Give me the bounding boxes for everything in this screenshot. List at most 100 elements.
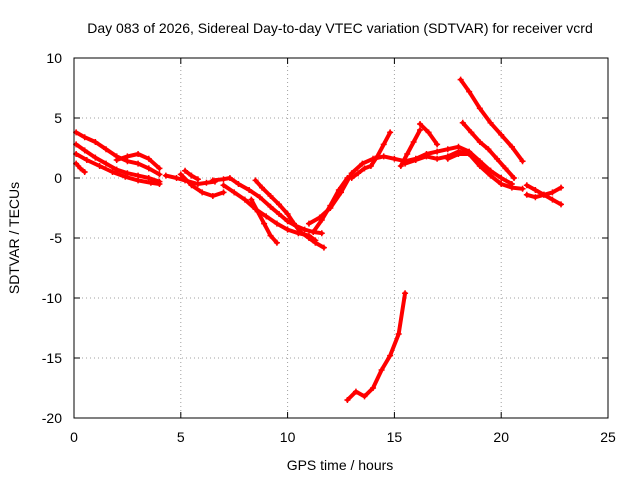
data-point [103, 160, 110, 167]
data-point [468, 129, 475, 136]
data-point [220, 176, 227, 183]
data-point [109, 169, 116, 175]
series-arc-15 [348, 129, 394, 181]
data-point [374, 153, 381, 160]
series-arc-7 [177, 171, 227, 199]
data-point [291, 220, 298, 227]
x-tick-label: 5 [177, 429, 185, 445]
data-point [188, 172, 195, 179]
data-point [387, 129, 394, 136]
series-arc-3 [73, 151, 163, 187]
data-point [284, 218, 291, 225]
data-point [455, 151, 462, 157]
data-point [359, 160, 366, 167]
x-axis: 0 5 10 15 20 25 [70, 58, 616, 445]
data-point [532, 194, 539, 201]
data-point [254, 208, 261, 215]
y-tick-label: -15 [42, 350, 62, 366]
data-point [261, 220, 268, 227]
y-axis: -20 -15 -10 -5 0 5 10 [42, 50, 608, 426]
data-point [305, 220, 312, 227]
data-point [263, 213, 270, 220]
grid [74, 58, 608, 418]
plot-area [73, 76, 565, 403]
data-point [417, 121, 424, 127]
y-tick-label: 10 [46, 50, 62, 66]
data-point [305, 235, 312, 241]
x-tick-label: 0 [70, 429, 78, 445]
data-point [549, 196, 556, 203]
data-point [77, 165, 84, 172]
data-point [387, 352, 394, 359]
y-tick-label: -20 [42, 410, 62, 426]
data-point [276, 201, 283, 208]
data-point [81, 169, 88, 175]
data-point [284, 226, 291, 233]
data-point [395, 331, 402, 337]
data-point [199, 189, 206, 196]
data-point [444, 146, 451, 153]
data-point [361, 393, 368, 400]
series-arc-4 [73, 160, 88, 175]
data-point [241, 196, 248, 203]
data-point [434, 155, 441, 162]
data-point [476, 105, 483, 112]
data-point [549, 189, 556, 196]
data-point [355, 170, 362, 177]
data-point [425, 129, 432, 136]
data-point [397, 163, 404, 169]
chart-title: Day 083 of 2026, Sidereal Day-to-day VTE… [87, 20, 593, 36]
data-point [276, 211, 283, 217]
series-arc-13 [305, 143, 494, 227]
data-point [412, 157, 419, 163]
data-point [124, 153, 131, 160]
data-point [493, 155, 500, 162]
data-point [267, 203, 274, 210]
data-point [476, 139, 483, 145]
data-point [367, 163, 374, 169]
data-point [203, 179, 210, 186]
data-point [81, 134, 88, 141]
data-point [81, 147, 88, 154]
data-point [301, 226, 308, 233]
y-tick-label: -10 [42, 290, 62, 306]
data-point [391, 155, 398, 162]
y-tick-label: -5 [50, 230, 63, 246]
data-point [380, 153, 387, 160]
data-point [434, 141, 441, 148]
data-point [335, 187, 342, 193]
data-point [173, 175, 180, 181]
series-line [306, 144, 493, 226]
data-point [220, 189, 227, 196]
data-point [209, 177, 216, 184]
data-point [103, 146, 110, 153]
y-tick-label: 5 [54, 110, 62, 126]
data-point [558, 184, 565, 191]
series-arc-12 [248, 196, 280, 246]
data-point [113, 157, 120, 163]
data-point [318, 230, 325, 237]
data-point [220, 182, 227, 189]
data-point [256, 194, 263, 201]
data-point [508, 143, 515, 150]
data-point [404, 151, 411, 157]
data-point [558, 201, 565, 208]
data-point [258, 184, 265, 191]
data-point [92, 139, 99, 145]
data-point [135, 151, 142, 157]
data-point [147, 179, 154, 186]
series-arc-14 [310, 175, 351, 235]
data-point [352, 388, 359, 395]
data-point [344, 397, 351, 403]
data-point [226, 175, 233, 181]
data-point [487, 172, 494, 179]
data-point [519, 158, 526, 165]
data-point [188, 182, 195, 189]
data-point [284, 211, 291, 217]
series-arc-5 [113, 151, 163, 172]
series-arc-19 [444, 151, 526, 192]
data-point [380, 141, 387, 148]
series-arc-20 [459, 119, 518, 181]
data-point [124, 170, 131, 177]
